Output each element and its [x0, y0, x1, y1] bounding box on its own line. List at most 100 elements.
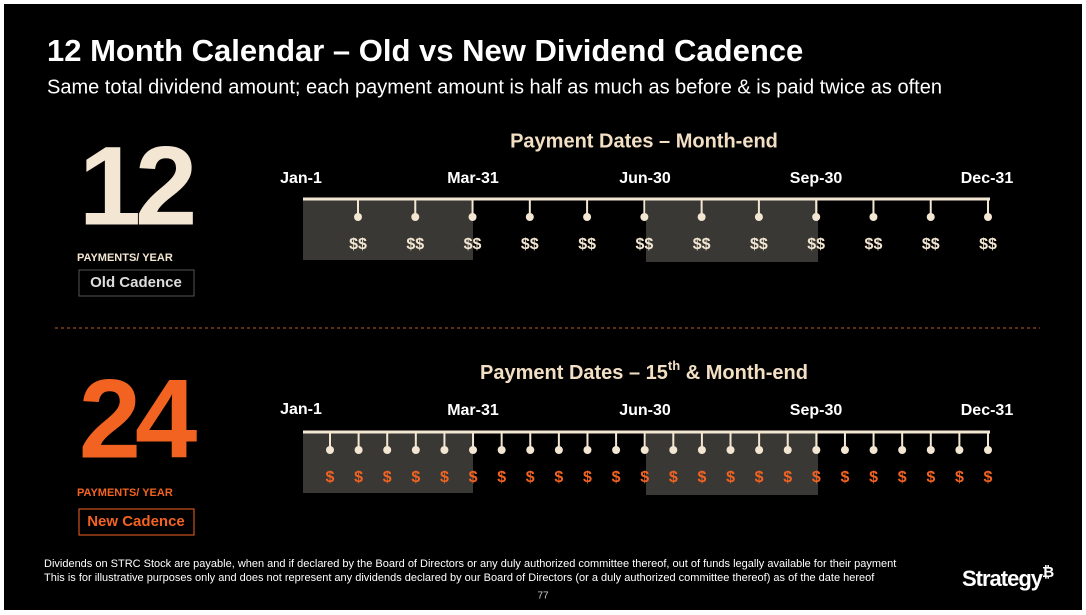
tick-dot — [383, 446, 392, 454]
payment-label: $ — [640, 469, 649, 486]
payment-label: $ — [354, 469, 363, 486]
logo: Strategy₿ — [962, 564, 1054, 591]
tick-dot — [525, 213, 534, 221]
axis-label: Sep-30 — [790, 402, 843, 419]
tick-dot — [583, 213, 592, 221]
payment-label: $ — [755, 469, 764, 486]
payment-label: $ — [554, 469, 563, 486]
tick-dot — [840, 446, 849, 454]
payment-label: $ — [697, 469, 706, 486]
tick-dot — [583, 446, 592, 454]
payment-label: $$ — [464, 236, 482, 253]
tick-dot — [869, 446, 878, 454]
payment-label: $$ — [349, 236, 367, 253]
payment-label: $ — [411, 469, 420, 486]
tick-dot — [783, 446, 792, 454]
axis-label: Jun-30 — [619, 402, 671, 419]
subtitle: Same total dividend amount; each payment… — [47, 76, 942, 98]
payment-label: $ — [469, 469, 478, 486]
tick-dot — [697, 446, 706, 454]
payment-label: $$ — [406, 236, 424, 253]
footnote: Dividends on STRC Stock are payable, whe… — [44, 558, 896, 570]
tick-dot — [726, 446, 735, 454]
title: 12 Month Calendar – Old vs New Dividend … — [47, 33, 803, 68]
logo-mark: ₿ — [1042, 564, 1054, 581]
payment-label: $ — [383, 469, 392, 486]
payment-label: $$ — [521, 236, 539, 253]
payment-label: $$ — [865, 236, 883, 253]
payment-label: $$ — [578, 236, 596, 253]
payment-label: $ — [726, 469, 735, 486]
tick-dot — [411, 446, 420, 454]
new-unit: PAYMENTS/ YEAR — [77, 487, 173, 499]
payment-label: $ — [955, 469, 964, 486]
payment-label: $ — [612, 469, 621, 486]
tick-dot — [669, 446, 678, 454]
tick-dot — [354, 446, 363, 454]
page-number: 77 — [537, 591, 549, 602]
tick-dot — [526, 446, 535, 454]
tick-dot — [926, 446, 935, 454]
timelines: Jan-1 Mar-31 Jun-30 Sep-30 Dec-31$$ $$ $$ $$ $$ $… — [280, 170, 1013, 486]
tick-dot — [754, 213, 763, 221]
payment-label: $ — [984, 469, 993, 486]
payment-label: $ — [497, 469, 506, 486]
payment-label: $$ — [750, 236, 768, 253]
footnote: This is for illustrative purposes only a… — [44, 572, 875, 584]
new-badge-box — [78, 508, 195, 536]
payment-label: $ — [812, 469, 821, 486]
axis-label: Mar-31 — [447, 170, 499, 187]
tick-dot — [812, 446, 821, 454]
payment-label: $ — [583, 469, 592, 486]
old-count: 12 — [79, 124, 193, 249]
payment-label: $ — [783, 469, 792, 486]
axis-label: Dec-31 — [961, 402, 1014, 419]
tick-dot — [869, 213, 878, 221]
new-count: 24 — [79, 357, 197, 482]
payment-label: $ — [526, 469, 535, 486]
payment-label: $$ — [922, 236, 940, 253]
tick-dot — [640, 213, 649, 221]
heading-part: Payment Dates – 15 — [480, 362, 668, 384]
tick-dot — [612, 446, 621, 454]
logo-text: Strategy — [962, 566, 1044, 591]
axis-label: Jun-30 — [619, 170, 671, 187]
payment-label: $$ — [693, 236, 711, 253]
shade — [646, 433, 818, 495]
axis-label: Dec-31 — [961, 170, 1014, 187]
tick-dot — [497, 446, 506, 454]
payment-label: $ — [841, 469, 850, 486]
axis-label: Mar-31 — [447, 402, 499, 419]
payment-label: $$ — [635, 236, 653, 253]
payment-label: $ — [869, 469, 878, 486]
tick-dot — [326, 446, 334, 454]
old-unit: PAYMENTS/ YEAR — [77, 252, 173, 264]
axis-label: Jan-1 — [280, 401, 322, 418]
tick-dot — [640, 446, 649, 454]
tick-dot — [926, 213, 935, 221]
old-badge-box — [78, 269, 195, 297]
tick-dot — [468, 213, 477, 221]
tick-dot — [955, 446, 964, 454]
new-badge: New Cadence — [87, 513, 185, 530]
tick-dot — [984, 446, 992, 454]
payment-label: $ — [669, 469, 678, 486]
heading-part: & Month-end — [680, 362, 808, 384]
axis-label: Jan-1 — [280, 170, 322, 187]
tick-dot — [755, 446, 764, 454]
shade — [303, 200, 473, 260]
payment-label: $$ — [979, 236, 997, 253]
payment-label: $$ — [807, 236, 825, 253]
payment-label: $ — [926, 469, 935, 486]
tick-dot — [440, 446, 449, 454]
new-heading: Payment Dates – 15th & Month-end — [480, 358, 808, 384]
payment-label: $ — [326, 469, 335, 486]
old-badge: Old Cadence — [90, 274, 182, 291]
tick-dot — [469, 446, 478, 454]
tick-dot — [354, 213, 362, 221]
old-heading: Payment Dates – Month-end — [510, 130, 778, 152]
heading-sup: th — [668, 358, 680, 373]
tick-dot — [984, 213, 992, 221]
shade — [646, 200, 818, 262]
